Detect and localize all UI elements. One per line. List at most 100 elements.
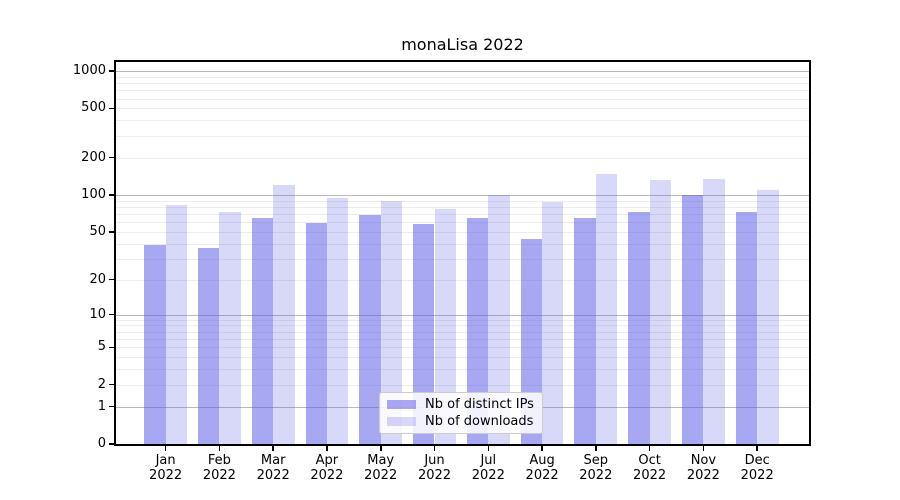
x-tick-mark bbox=[380, 446, 382, 451]
y-tick-label: 200 bbox=[81, 149, 106, 165]
gridline-minor bbox=[116, 213, 809, 215]
x-tick-label-jun: Jun 2022 bbox=[417, 453, 452, 483]
x-tick-mark bbox=[702, 446, 705, 451]
gridline-minor bbox=[116, 369, 809, 371]
x-tick-label-sep: Sep 2022 bbox=[579, 453, 613, 483]
gridline-minor bbox=[116, 243, 809, 245]
bar-distinct-ips-jun bbox=[413, 223, 435, 444]
gridline-minor bbox=[116, 222, 809, 224]
x-tick-mark bbox=[756, 446, 758, 451]
gridline-minor bbox=[116, 90, 809, 92]
x-tick-label-dec: Dec 2022 bbox=[740, 453, 774, 483]
bar-downloads-jul bbox=[488, 194, 510, 444]
bar-downloads-may bbox=[380, 200, 403, 444]
y-tick-mark bbox=[109, 383, 114, 386]
x-tick-label-jul: Jul 2022 bbox=[471, 453, 505, 483]
y-tick-mark bbox=[109, 443, 114, 445]
y-tick-mark bbox=[109, 278, 114, 281]
gridline-minor bbox=[116, 120, 809, 122]
bar-downloads-mar bbox=[273, 184, 295, 444]
legend-row-downloads: Nb of downloads bbox=[380, 413, 542, 430]
bar-downloads-dec bbox=[757, 189, 779, 444]
y-tick-mark bbox=[109, 313, 114, 316]
gridline-major bbox=[116, 71, 809, 72]
x-tick-label-aug: Aug 2022 bbox=[525, 453, 559, 483]
x-tick-label-may: May 2022 bbox=[364, 453, 398, 483]
bar-downloads-sep bbox=[595, 174, 618, 444]
gridline-minor bbox=[116, 338, 809, 340]
gridline-minor bbox=[116, 325, 809, 327]
gridline-minor bbox=[116, 331, 809, 333]
y-tick-mark bbox=[109, 107, 114, 110]
x-tick-mark bbox=[433, 446, 436, 451]
bar-distinct-ips-oct bbox=[628, 212, 650, 444]
gridline-minor bbox=[116, 200, 809, 202]
bar-downloads-oct bbox=[649, 180, 671, 444]
x-tick-mark bbox=[218, 446, 221, 451]
bar-downloads-aug bbox=[542, 202, 564, 444]
y-tick-label: 0 bbox=[97, 436, 106, 451]
y-tick-label: 10 bbox=[89, 306, 106, 322]
y-tick-label: 1 bbox=[97, 398, 106, 414]
x-tick-label-nov: Nov 2022 bbox=[686, 453, 720, 483]
x-tick-label-apr: Apr 2022 bbox=[310, 453, 344, 483]
gridline-minor bbox=[116, 258, 809, 260]
gridline-minor bbox=[116, 108, 809, 110]
y-tick-label: 20 bbox=[89, 271, 106, 287]
gridline-minor bbox=[116, 319, 809, 321]
y-tick-label: 500 bbox=[81, 100, 106, 116]
x-tick-mark bbox=[648, 446, 651, 451]
gridline-minor bbox=[116, 98, 809, 100]
gridline-minor bbox=[116, 157, 809, 159]
x-tick-mark bbox=[326, 446, 328, 451]
plot-area bbox=[114, 60, 811, 446]
gridline-minor bbox=[116, 83, 809, 84]
chart-title: monaLisa 2022 bbox=[401, 35, 524, 54]
legend: Nb of distinct IPs Nb of downloads bbox=[379, 392, 543, 434]
gridline-minor bbox=[116, 357, 809, 359]
x-tick-mark bbox=[595, 446, 597, 451]
gridline-minor bbox=[116, 384, 809, 386]
bar-downloads-nov bbox=[703, 178, 725, 444]
bar-distinct-ips-nov bbox=[682, 194, 704, 444]
y-tick-mark bbox=[109, 231, 114, 233]
gridline-minor bbox=[116, 135, 809, 137]
bar-distinct-ips-mar bbox=[251, 217, 274, 444]
bar-downloads-feb bbox=[219, 211, 241, 444]
y-tick-label: 50 bbox=[89, 223, 106, 239]
bar-downloads-jun bbox=[434, 208, 456, 444]
y-tick-mark bbox=[109, 194, 114, 196]
y-tick-mark bbox=[109, 70, 114, 72]
x-tick-mark bbox=[541, 446, 543, 451]
y-tick-mark bbox=[109, 346, 114, 348]
gridline-minor bbox=[116, 206, 809, 208]
gridline-major bbox=[116, 314, 809, 316]
y-tick-mark bbox=[109, 405, 114, 408]
x-tick-mark bbox=[487, 446, 489, 451]
y-tick-label: 1000 bbox=[72, 63, 106, 78]
gridline-minor bbox=[116, 279, 809, 281]
x-tick-mark bbox=[272, 446, 274, 451]
y-tick-label: 100 bbox=[81, 186, 106, 202]
legend-swatch-distinct-ips bbox=[387, 400, 416, 409]
bar-distinct-ips-dec bbox=[735, 211, 758, 444]
bar-distinct-ips-feb bbox=[198, 247, 220, 444]
x-tick-label-oct: Oct 2022 bbox=[633, 453, 667, 483]
bar-distinct-ips-sep bbox=[574, 217, 596, 444]
bar-distinct-ips-jan bbox=[144, 244, 166, 444]
gridline-minor bbox=[116, 231, 809, 233]
legend-swatch-downloads bbox=[387, 417, 416, 426]
gridline-minor bbox=[116, 347, 809, 349]
y-tick-label: 5 bbox=[97, 339, 106, 355]
legend-label-distinct-ips: Nb of distinct IPs bbox=[425, 397, 534, 412]
bar-downloads-apr bbox=[326, 197, 349, 444]
x-tick-label-feb: Feb 2022 bbox=[202, 453, 236, 483]
x-tick-label-jan: Jan 2022 bbox=[149, 453, 183, 483]
bar-distinct-ips-apr bbox=[305, 222, 327, 444]
gridline-minor bbox=[116, 76, 809, 78]
legend-label-downloads: Nb of downloads bbox=[425, 414, 534, 429]
legend-row-distinct-ips: Nb of distinct IPs bbox=[380, 396, 542, 413]
x-tick-label-mar: Mar 2022 bbox=[256, 453, 290, 483]
x-tick-mark bbox=[164, 446, 167, 451]
